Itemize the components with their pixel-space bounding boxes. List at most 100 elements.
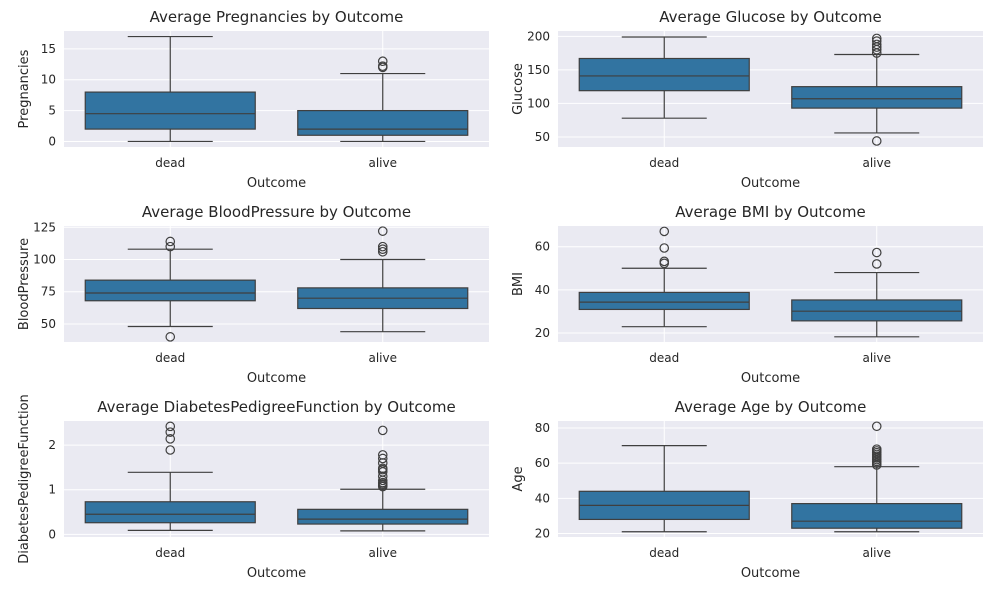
x-axis-label: Outcome [247, 371, 306, 386]
box-dead [84, 35, 256, 143]
outlier-point [377, 226, 388, 236]
y-tick-label: 60 [535, 456, 550, 470]
box-dead [84, 421, 256, 531]
y-tick-label: 10 [41, 73, 56, 87]
outlier-point [871, 33, 882, 44]
y-tick-label: 20 [535, 326, 550, 340]
box-alive [297, 226, 469, 333]
outlier-point [377, 56, 388, 67]
y-tick-label: 2 [48, 438, 56, 452]
outlier-point [165, 241, 176, 252]
subplot-title: Average BMI by Outcome [675, 203, 865, 221]
subplot-4: 20 40 60 dead alive Average BMI by Outcome Out… [511, 203, 983, 386]
outlier-point [165, 236, 176, 247]
x-axis-label: Outcome [247, 566, 306, 581]
y-axis-label: BloodPressure [17, 238, 32, 330]
x-tick-label: alive [368, 546, 397, 560]
y-tick-label: 100 [527, 96, 550, 110]
x-axis-label: Outcome [741, 566, 800, 581]
box-iqr [297, 508, 469, 525]
x-tick-label: dead [649, 351, 679, 365]
box-iqr [84, 91, 256, 130]
box-alive [297, 56, 469, 143]
y-tick-label: 0 [48, 134, 56, 148]
box-dead [578, 226, 750, 328]
outlier-point [377, 425, 388, 436]
x-axis-label: Outcome [741, 176, 800, 191]
outlier-point [165, 434, 176, 444]
y-tick-label: 20 [535, 526, 550, 540]
y-tick-label: 125 [33, 220, 56, 234]
outlier-point [871, 39, 882, 50]
y-tick-label: 15 [41, 42, 56, 56]
y-tick-label: 50 [535, 130, 550, 144]
x-tick-label: dead [649, 546, 679, 560]
outlier-point [377, 241, 388, 252]
y-tick-label: 75 [41, 285, 56, 299]
outlier-point [377, 246, 388, 257]
y-axis-label: Age [511, 466, 526, 491]
y-tick-label: 50 [41, 317, 56, 331]
outlier-point [165, 332, 176, 342]
outlier-point [659, 226, 670, 237]
box-alive [791, 247, 963, 338]
box-iqr [791, 503, 963, 529]
box-alive [791, 33, 963, 146]
x-tick-label: dead [155, 156, 185, 170]
y-tick-label: 40 [535, 283, 550, 297]
outlier-point [377, 463, 388, 474]
outlier-point [377, 450, 388, 460]
subplot-title: Average Glucose by Outcome [659, 8, 882, 26]
subplot-2: 50 100 150 200 dead alive Average Glucose by O… [511, 8, 983, 191]
x-axis-label: Outcome [741, 371, 800, 386]
x-tick-label: alive [368, 351, 397, 365]
y-tick-label: 0 [48, 527, 56, 541]
outlier-point [659, 243, 670, 253]
y-tick-label: 200 [527, 29, 550, 43]
subplot-1: 0 5 10 15 dead alive Average Pregnancies by Ou… [17, 8, 489, 191]
outlier-point [871, 247, 882, 258]
outlier-point [871, 421, 882, 432]
outlier-point [165, 445, 176, 455]
outlier-point [377, 61, 388, 71]
x-tick-label: alive [862, 351, 891, 365]
subplot-title: Average Age by Outcome [675, 398, 867, 416]
subplot-title: Average BloodPressure by Outcome [142, 203, 411, 221]
box-iqr [578, 57, 750, 92]
x-tick-label: alive [862, 546, 891, 560]
outlier-point [377, 244, 388, 254]
y-tick-label: 150 [527, 63, 550, 77]
box-iqr [791, 299, 963, 322]
y-axis-label: BMI [511, 272, 526, 296]
y-tick-label: 80 [535, 421, 550, 435]
box-dead [578, 36, 750, 119]
outlier-point [377, 453, 388, 464]
x-tick-label: alive [368, 156, 397, 170]
outlier-point [871, 36, 882, 46]
subplot-5: 0 1 2 dead alive Average DiabetesPedigreeFunc… [17, 394, 489, 581]
y-tick-label: 100 [33, 253, 56, 267]
box-iqr [791, 86, 963, 109]
outlier-point [871, 259, 882, 269]
y-axis-label: Glucose [511, 63, 526, 115]
box-iqr [84, 279, 256, 302]
box-dead [578, 445, 750, 533]
x-tick-label: alive [862, 156, 891, 170]
y-tick-label: 60 [535, 240, 550, 254]
box-alive [791, 421, 963, 533]
outlier-point [165, 421, 176, 432]
y-tick-label: 40 [535, 491, 550, 505]
outlier-point [165, 427, 176, 437]
box-iqr [297, 109, 469, 136]
y-tick-label: 1 [48, 483, 56, 497]
outlier-point [871, 136, 882, 146]
box-iqr [578, 291, 750, 311]
outlier-point [659, 256, 670, 267]
x-axis-label: Outcome [247, 176, 306, 191]
x-tick-label: dead [155, 546, 185, 560]
box-alive [297, 425, 469, 532]
x-tick-label: dead [649, 156, 679, 170]
plot-background [558, 226, 983, 342]
